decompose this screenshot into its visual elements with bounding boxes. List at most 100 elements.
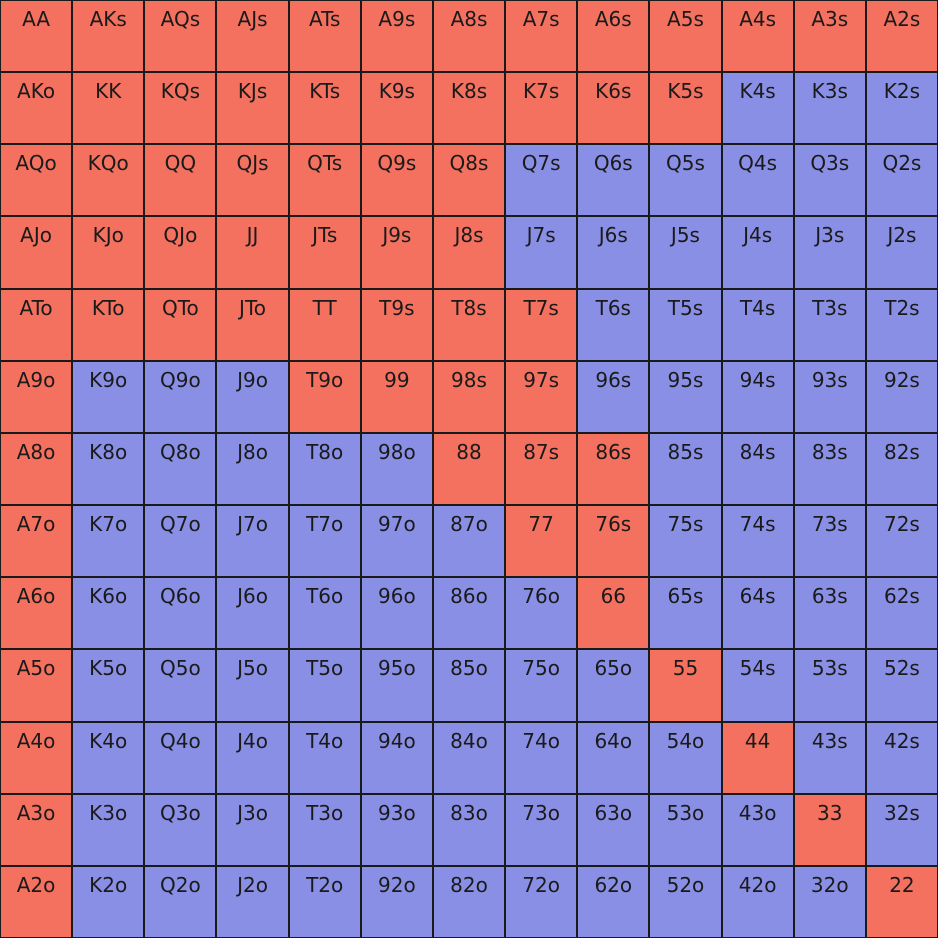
- hand-cell[interactable]: T7o: [289, 506, 360, 577]
- hand-cell[interactable]: QJo: [145, 217, 216, 288]
- hand-cell[interactable]: AKo: [1, 73, 72, 144]
- hand-cell[interactable]: Q8o: [145, 433, 216, 505]
- hand-cell[interactable]: Q5o: [145, 650, 216, 721]
- hand-cell[interactable]: T9o: [289, 361, 360, 432]
- hand-cell[interactable]: 62o: [578, 866, 649, 937]
- hand-cell[interactable]: 83o: [433, 794, 505, 865]
- hand-cell[interactable]: 52o: [650, 866, 721, 937]
- hand-cell[interactable]: 94s: [722, 361, 793, 432]
- hand-cell[interactable]: J9s: [361, 217, 432, 288]
- hand-cell[interactable]: 93s: [794, 361, 865, 432]
- hand-cell[interactable]: 75o: [506, 650, 577, 721]
- hand-cell[interactable]: 65s: [650, 578, 721, 649]
- hand-cell[interactable]: 92o: [361, 866, 432, 937]
- hand-cell[interactable]: J8o: [217, 433, 288, 505]
- hand-cell[interactable]: T6o: [289, 578, 360, 649]
- hand-cell[interactable]: T7s: [506, 289, 577, 360]
- hand-cell[interactable]: A6o: [1, 578, 72, 649]
- hand-cell[interactable]: K9s: [361, 73, 432, 144]
- hand-cell[interactable]: 53o: [650, 794, 721, 865]
- hand-cell[interactable]: T4s: [722, 289, 793, 360]
- hand-cell[interactable]: 99: [361, 361, 432, 432]
- hand-cell[interactable]: QQ: [145, 145, 216, 216]
- hand-cell[interactable]: 55: [650, 650, 721, 721]
- hand-cell[interactable]: AKs: [73, 1, 144, 72]
- hand-cell[interactable]: 95s: [650, 361, 721, 432]
- hand-cell[interactable]: 66: [578, 578, 649, 649]
- hand-cell[interactable]: Q9o: [145, 361, 216, 432]
- hand-cell[interactable]: KQs: [145, 73, 216, 144]
- hand-cell[interactable]: A3o: [1, 794, 72, 865]
- hand-cell[interactable]: KJo: [73, 217, 144, 288]
- hand-cell[interactable]: A8o: [1, 433, 72, 505]
- hand-cell[interactable]: 87s: [506, 433, 577, 505]
- hand-cell[interactable]: A2s: [866, 1, 937, 72]
- hand-cell[interactable]: 53s: [794, 650, 865, 721]
- hand-cell[interactable]: 62s: [866, 578, 937, 649]
- hand-cell[interactable]: QJs: [217, 145, 288, 216]
- hand-cell[interactable]: 97o: [361, 506, 432, 577]
- hand-cell[interactable]: 74o: [506, 722, 577, 793]
- hand-cell[interactable]: JTs: [289, 217, 360, 288]
- hand-cell[interactable]: 92s: [866, 361, 937, 432]
- hand-cell[interactable]: KQo: [73, 145, 144, 216]
- hand-cell[interactable]: J2s: [866, 217, 937, 288]
- hand-cell[interactable]: K4o: [73, 722, 144, 793]
- hand-cell[interactable]: K7s: [506, 73, 577, 144]
- hand-cell[interactable]: 94o: [361, 722, 432, 793]
- hand-cell[interactable]: Q2o: [145, 866, 216, 937]
- hand-cell[interactable]: QTs: [289, 145, 360, 216]
- hand-cell[interactable]: K6s: [578, 73, 649, 144]
- hand-cell[interactable]: AQo: [1, 145, 72, 216]
- hand-cell[interactable]: AJs: [217, 1, 288, 72]
- hand-cell[interactable]: J7o: [217, 506, 288, 577]
- hand-cell[interactable]: 84o: [433, 722, 505, 793]
- hand-cell[interactable]: 42s: [866, 722, 937, 793]
- hand-cell[interactable]: ATs: [289, 1, 360, 72]
- hand-cell[interactable]: ATo: [1, 289, 72, 360]
- hand-cell[interactable]: 87o: [433, 506, 505, 577]
- hand-cell[interactable]: J7s: [506, 217, 577, 288]
- hand-cell[interactable]: JTo: [217, 289, 288, 360]
- hand-cell[interactable]: K8s: [433, 73, 505, 144]
- hand-cell[interactable]: J4s: [722, 217, 793, 288]
- hand-cell[interactable]: 73o: [506, 794, 577, 865]
- hand-cell[interactable]: 54s: [722, 650, 793, 721]
- hand-cell[interactable]: 75s: [650, 506, 721, 577]
- hand-cell[interactable]: 63o: [578, 794, 649, 865]
- hand-cell[interactable]: J2o: [217, 866, 288, 937]
- hand-cell[interactable]: T8o: [289, 433, 360, 505]
- hand-cell[interactable]: K5o: [73, 650, 144, 721]
- hand-cell[interactable]: A5o: [1, 650, 72, 721]
- hand-cell[interactable]: J3s: [794, 217, 865, 288]
- hand-cell[interactable]: Q9s: [361, 145, 432, 216]
- hand-cell[interactable]: 64s: [722, 578, 793, 649]
- hand-cell[interactable]: T2s: [866, 289, 937, 360]
- hand-cell[interactable]: 85s: [650, 433, 721, 505]
- hand-cell[interactable]: 42o: [722, 866, 793, 937]
- hand-cell[interactable]: 43o: [722, 794, 793, 865]
- hand-cell[interactable]: J4o: [217, 722, 288, 793]
- hand-cell[interactable]: Q3o: [145, 794, 216, 865]
- hand-cell[interactable]: 63s: [794, 578, 865, 649]
- hand-cell[interactable]: K2o: [73, 866, 144, 937]
- hand-cell[interactable]: AQs: [145, 1, 216, 72]
- hand-cell[interactable]: Q5s: [650, 145, 721, 216]
- hand-cell[interactable]: J5o: [217, 650, 288, 721]
- hand-cell[interactable]: 32s: [866, 794, 937, 865]
- hand-cell[interactable]: T2o: [289, 866, 360, 937]
- hand-cell[interactable]: Q7s: [506, 145, 577, 216]
- hand-cell[interactable]: J3o: [217, 794, 288, 865]
- hand-cell[interactable]: 86o: [433, 578, 505, 649]
- hand-cell[interactable]: 82o: [433, 866, 505, 937]
- hand-cell[interactable]: A4s: [722, 1, 793, 72]
- hand-cell[interactable]: A7s: [506, 1, 577, 72]
- hand-cell[interactable]: 96s: [578, 361, 649, 432]
- hand-cell[interactable]: 65o: [578, 650, 649, 721]
- hand-cell[interactable]: KTs: [289, 73, 360, 144]
- hand-cell[interactable]: 44: [722, 722, 793, 793]
- hand-cell[interactable]: Q8s: [433, 145, 505, 216]
- hand-cell[interactable]: K2s: [866, 73, 937, 144]
- hand-cell[interactable]: Q7o: [145, 506, 216, 577]
- hand-cell[interactable]: KJs: [217, 73, 288, 144]
